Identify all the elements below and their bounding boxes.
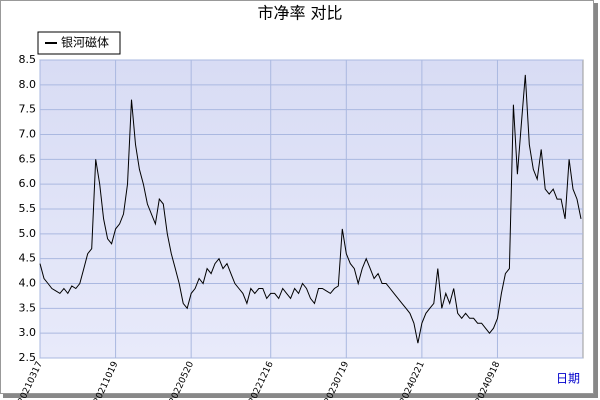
y-tick-label: 6.5 xyxy=(19,152,37,165)
y-tick-label: 7.0 xyxy=(19,128,37,141)
legend-label: 银河磁体 xyxy=(61,35,109,50)
y-tick-label: 7.5 xyxy=(19,103,37,116)
y-tick-label: 3.5 xyxy=(19,301,37,314)
y-tick-label: 8.0 xyxy=(19,78,37,91)
legend-box xyxy=(37,31,121,55)
y-tick-label: 4.0 xyxy=(19,277,37,290)
data-line xyxy=(39,74,582,344)
y-tick-label: 3.0 xyxy=(19,326,37,339)
y-tick-label: 4.5 xyxy=(19,252,37,265)
chart-title: 市净率 对比 xyxy=(257,4,342,23)
y-tick-label: 8.5 xyxy=(19,53,37,66)
x-axis-label: 日期 xyxy=(556,372,580,386)
y-tick-label: 5.5 xyxy=(19,202,37,215)
y-tick-label: 6.0 xyxy=(19,177,37,190)
y-tick-label: 5.0 xyxy=(19,227,37,240)
y-tick-label: 2.5 xyxy=(19,351,37,364)
